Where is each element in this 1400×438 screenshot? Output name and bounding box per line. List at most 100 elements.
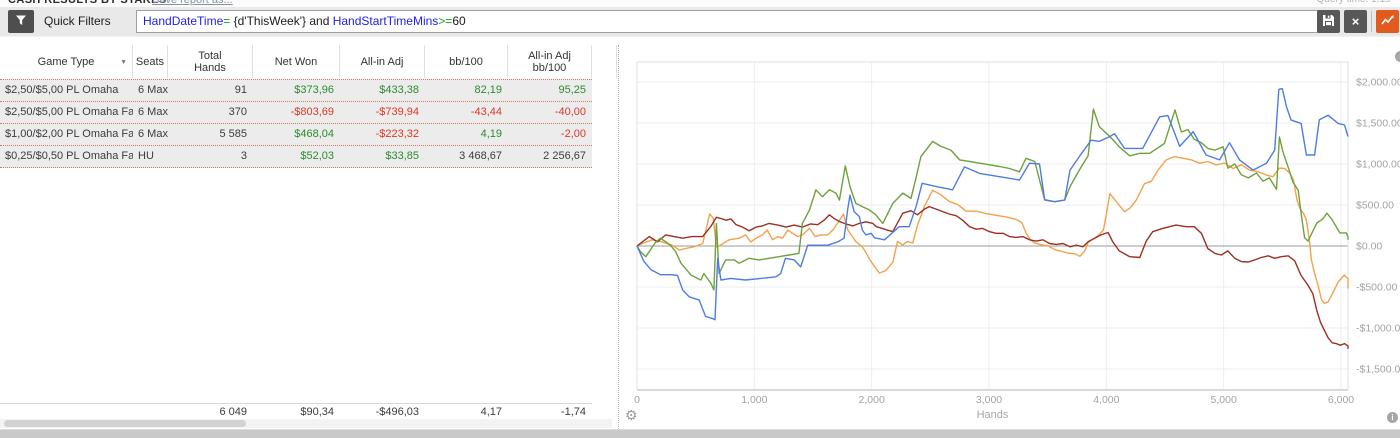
table-cell: 3 [240, 150, 247, 162]
info-icon-top[interactable]: i [1395, 51, 1400, 62]
y-tick-label: $1,000.00 [1356, 159, 1400, 171]
table-body: $2,50/$5,00 PL Omaha 6 Max 91 $373,96 $433,3… [0, 79, 592, 168]
show-graph-button[interactable] [1376, 10, 1399, 33]
table-cell: 6 Max [138, 84, 168, 96]
green-line [636, 108, 1349, 291]
table-cell: $433,38 [379, 84, 419, 96]
y-tick-label: -$1,500.00 [1356, 364, 1400, 376]
y-tick-label: $1,500.00 [1356, 118, 1400, 130]
table-cell: $1,00/$2,00 PL Omaha Fast [5, 128, 133, 140]
table-row[interactable]: $2,50/$5,00 PL Omaha 6 Max 91 $373,96 $433,3… [0, 79, 592, 102]
column-header-0[interactable]: Game Type ▼ [0, 45, 133, 78]
totals-cell: -1,74 [560, 406, 586, 418]
filter-expression-token: = [223, 14, 231, 28]
table-cell: 6 Max [138, 106, 168, 118]
dark-red-line [636, 205, 1349, 349]
column-header-1[interactable]: Seats [133, 45, 168, 78]
results-chart: 0 1,000 2,000 3,000 4,000 5,000 6,000 $2,000.00… [634, 61, 1400, 421]
quick-filters-label: Quick Filters [44, 14, 111, 28]
x-tick-label: 5,000 [1211, 394, 1237, 406]
totals-cell: $90,34 [300, 406, 334, 418]
orange-line [636, 155, 1349, 305]
line-chart-icon [1380, 14, 1395, 30]
graph-panel: 0 1,000 2,000 3,000 4,000 5,000 6,000 $2,000.00… [618, 45, 1400, 429]
column-header-overflow [592, 45, 617, 78]
table-cell: $33,85 [385, 150, 419, 162]
table-row[interactable]: $1,00/$2,00 PL Omaha Fast 6 Max 5 585 $468,… [0, 124, 592, 146]
floppy-disk-icon [1322, 14, 1335, 30]
filter-expression-token: {d'ThisWeek'} and [230, 14, 333, 28]
y-tick-label: $0.00 [1356, 241, 1382, 253]
table-cell: -2,00 [560, 128, 586, 140]
table-cell: 95,25 [558, 84, 586, 96]
table-horizontal-scrollbar[interactable] [0, 419, 612, 428]
filter-expression-token: 60 [452, 14, 466, 28]
table-cell: -$739,94 [375, 106, 419, 118]
table-totals-row: 6 049 $90,34 -$496,03 4,17 -1,74 [0, 403, 592, 420]
x-tick-label: 4,000 [1093, 394, 1119, 406]
blue-line [636, 87, 1349, 321]
x-tick-label: 0 [634, 394, 640, 406]
window-bottom-strip [0, 429, 1400, 438]
filter-expression-token: HandStartTimeMins [332, 14, 439, 28]
x-axis-title: Hands [977, 409, 1009, 421]
table-cell: 6 Max [138, 128, 168, 140]
table-cell: $52,03 [300, 150, 334, 162]
report-title-strip: CASH RESULTS BY STAKES Save report as...… [0, 0, 1400, 7]
table-cell: 370 [228, 106, 247, 118]
gear-icon[interactable]: ⚙ [625, 407, 638, 423]
x-tick-label: 3,000 [976, 394, 1002, 406]
query-time: Query time: 1.1s [1317, 0, 1390, 7]
funnel-icon [15, 14, 27, 29]
y-tick-label: $2,000.00 [1356, 77, 1400, 89]
totals-cell [0, 404, 133, 420]
scrollbar-thumb[interactable] [4, 420, 246, 427]
filter-expression-token: HandDateTime [143, 14, 224, 28]
page-title: CASH RESULTS BY STAKES [8, 0, 167, 6]
table-cell: -43,44 [470, 106, 502, 118]
quick-filters-button[interactable] [8, 10, 34, 33]
column-header-3[interactable]: Net Won [253, 45, 340, 78]
table-row[interactable]: $0,25/$0,50 PL Omaha Fast HU 3 $52,03 $33,85… [0, 146, 592, 168]
results-table-panel: Game Type ▼ Seats Total Hands Net Won All-in … [0, 45, 617, 429]
table-cell: 5 585 [219, 128, 247, 140]
table-cell: 82,19 [474, 84, 502, 96]
toolbar-divider [1371, 11, 1372, 32]
totals-cell [133, 404, 168, 420]
save-filter-button[interactable] [1317, 10, 1340, 33]
table-row[interactable]: $2,50/$5,00 PL Omaha Fast 6 Max 370 -$803,6… [0, 102, 592, 124]
table-cell: HU [138, 150, 154, 162]
clear-filter-button[interactable]: × [1344, 10, 1367, 33]
table-cell: $2,50/$5,00 PL Omaha [5, 84, 119, 96]
filter-expression-token: >= [438, 14, 453, 28]
save-report-link[interactable]: Save report as... [152, 0, 233, 6]
totals-cell: -$496,03 [375, 406, 419, 418]
filter-expression-input[interactable]: HandDateTime= {d'ThisWeek'} and HandStar… [136, 10, 1320, 33]
totals-cell: 6 049 [219, 406, 247, 418]
table-cell: -$223,32 [375, 128, 419, 140]
table-cell: 91 [234, 84, 247, 96]
info-icon[interactable]: i [1387, 412, 1398, 423]
x-tick-label: 1,000 [741, 394, 767, 406]
totals-cell: 4,17 [480, 406, 502, 418]
table-cell: $0,25/$0,50 PL Omaha Fast [5, 150, 133, 162]
column-header-2[interactable]: Total Hands [168, 45, 253, 78]
filter-caret-icon[interactable]: ▼ [120, 59, 127, 66]
table-cell: -$803,69 [290, 106, 334, 118]
close-icon: × [1351, 14, 1360, 29]
y-tick-label: -$1,000.00 [1356, 323, 1400, 335]
table-cell: 3 468,67 [459, 150, 502, 162]
column-header-5[interactable]: bb/100 [425, 45, 508, 78]
table-cell: 4,19 [480, 128, 502, 140]
table-cell: 2 256,67 [543, 150, 586, 162]
y-tick-label: $500.00 [1356, 200, 1394, 212]
column-header-6[interactable]: All-in Adj bb/100 [508, 45, 592, 78]
table-cell: -40,00 [554, 106, 586, 118]
x-tick-label: 2,000 [859, 394, 885, 406]
table-cell: $373,96 [294, 84, 334, 96]
column-header-4[interactable]: All-in Adj [340, 45, 425, 78]
quick-filter-bar: Quick Filters HandDateTime= {d'ThisWeek'… [0, 7, 1400, 37]
table-cell: $468,04 [294, 128, 334, 140]
y-tick-label: -$500.00 [1356, 282, 1398, 294]
table-header-row: Game Type ▼ Seats Total Hands Net Won All-in … [0, 45, 617, 78]
